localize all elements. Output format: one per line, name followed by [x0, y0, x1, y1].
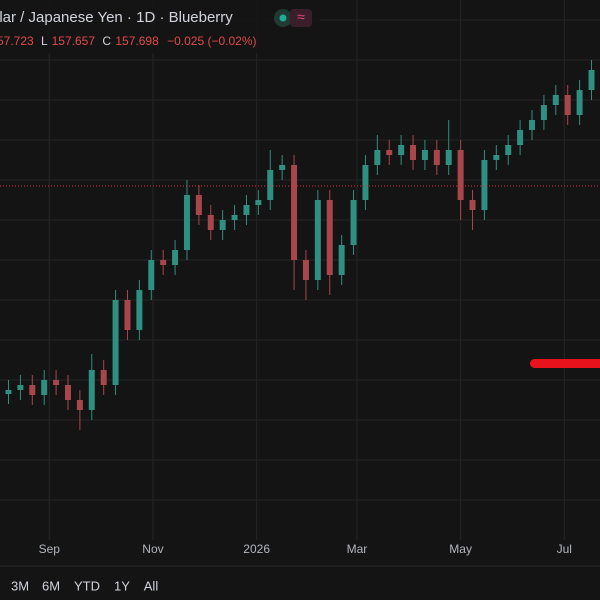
candle-body [5, 390, 12, 394]
range-buttons: 3M 6M YTD 1Y All [11, 578, 158, 593]
candle-body [53, 380, 60, 385]
candle-body [112, 300, 119, 385]
candle-body [255, 200, 262, 205]
range-button[interactable]: 3M [11, 578, 29, 593]
x-tick-label: Sep [39, 542, 61, 556]
x-tick-label: Nov [142, 542, 163, 556]
candle-body [243, 205, 250, 215]
candle-body [552, 95, 559, 105]
candle-body [195, 195, 202, 215]
candle-body [29, 385, 36, 395]
candle-body [493, 155, 500, 160]
range-button[interactable]: 6M [42, 578, 60, 593]
candle-body [576, 90, 583, 115]
candle-body [505, 145, 512, 155]
x-tick-label: Mar [347, 542, 368, 556]
range-button[interactable]: All [144, 578, 159, 593]
candle-body [457, 150, 464, 200]
candle-body [302, 260, 309, 280]
candle-body [410, 145, 417, 160]
candle-body [350, 200, 357, 245]
candle-body [64, 385, 71, 400]
candle-body [398, 145, 405, 155]
candle-body [172, 250, 179, 265]
candle-body [529, 120, 536, 130]
candle-body [231, 215, 238, 220]
candle-body [100, 370, 107, 385]
candle-body [291, 165, 298, 260]
candle-body [41, 380, 48, 395]
candle-body [445, 150, 452, 165]
candle-body [469, 200, 476, 210]
candle-body [88, 370, 95, 410]
candle-body [148, 260, 155, 290]
candle-body [362, 165, 369, 200]
drawn-line [530, 359, 600, 368]
candle-body [279, 165, 286, 170]
x-tick-label: 2026 [243, 542, 270, 556]
ohlc-row: 57.723 L 157.657 C 157.698 −0.025 (−0.02… [0, 34, 257, 48]
candle-body [124, 300, 131, 330]
candle-body [160, 260, 167, 265]
candle-body [386, 150, 393, 155]
candle-body [517, 130, 524, 145]
wave-badge[interactable] [290, 9, 312, 27]
header-bg [0, 0, 320, 54]
candle-body [183, 195, 190, 250]
candle-body [267, 170, 274, 200]
candle-body [76, 400, 83, 410]
wave-icon: ≈ [297, 9, 305, 25]
x-tick-label: May [449, 542, 472, 556]
candle-body [338, 245, 345, 275]
range-button[interactable]: 1Y [114, 578, 130, 593]
ohlc-change: −0.025 (−0.02%) [167, 34, 256, 48]
candle-body [17, 385, 24, 390]
ohlc-close-label: C [102, 34, 111, 48]
candle-body [588, 70, 595, 90]
ohlc-low: 157.657 [52, 34, 96, 48]
candle-body [540, 105, 547, 120]
candle-body [433, 150, 440, 165]
candle-body [374, 150, 381, 165]
x-axis: Sep Nov 2026 Mar May Jul [39, 542, 572, 556]
candle-body [219, 220, 226, 230]
candle-body [421, 150, 428, 160]
x-tick-label: Jul [557, 542, 572, 556]
symbol-title: llar / Japanese Yen · 1D · Blueberry [0, 9, 233, 26]
candle-body [481, 160, 488, 210]
candle-body [326, 200, 333, 275]
candle-body [207, 215, 214, 230]
ohlc-open: 57.723 [0, 34, 34, 48]
candle-body [136, 290, 143, 330]
candle-body [314, 200, 321, 280]
range-button[interactable]: YTD [74, 578, 100, 593]
ohlc-close: 157.698 [115, 34, 159, 48]
ohlc-low-label: L [41, 34, 48, 48]
candle-body [564, 95, 571, 115]
status-dot [279, 14, 287, 22]
candles [5, 60, 595, 430]
